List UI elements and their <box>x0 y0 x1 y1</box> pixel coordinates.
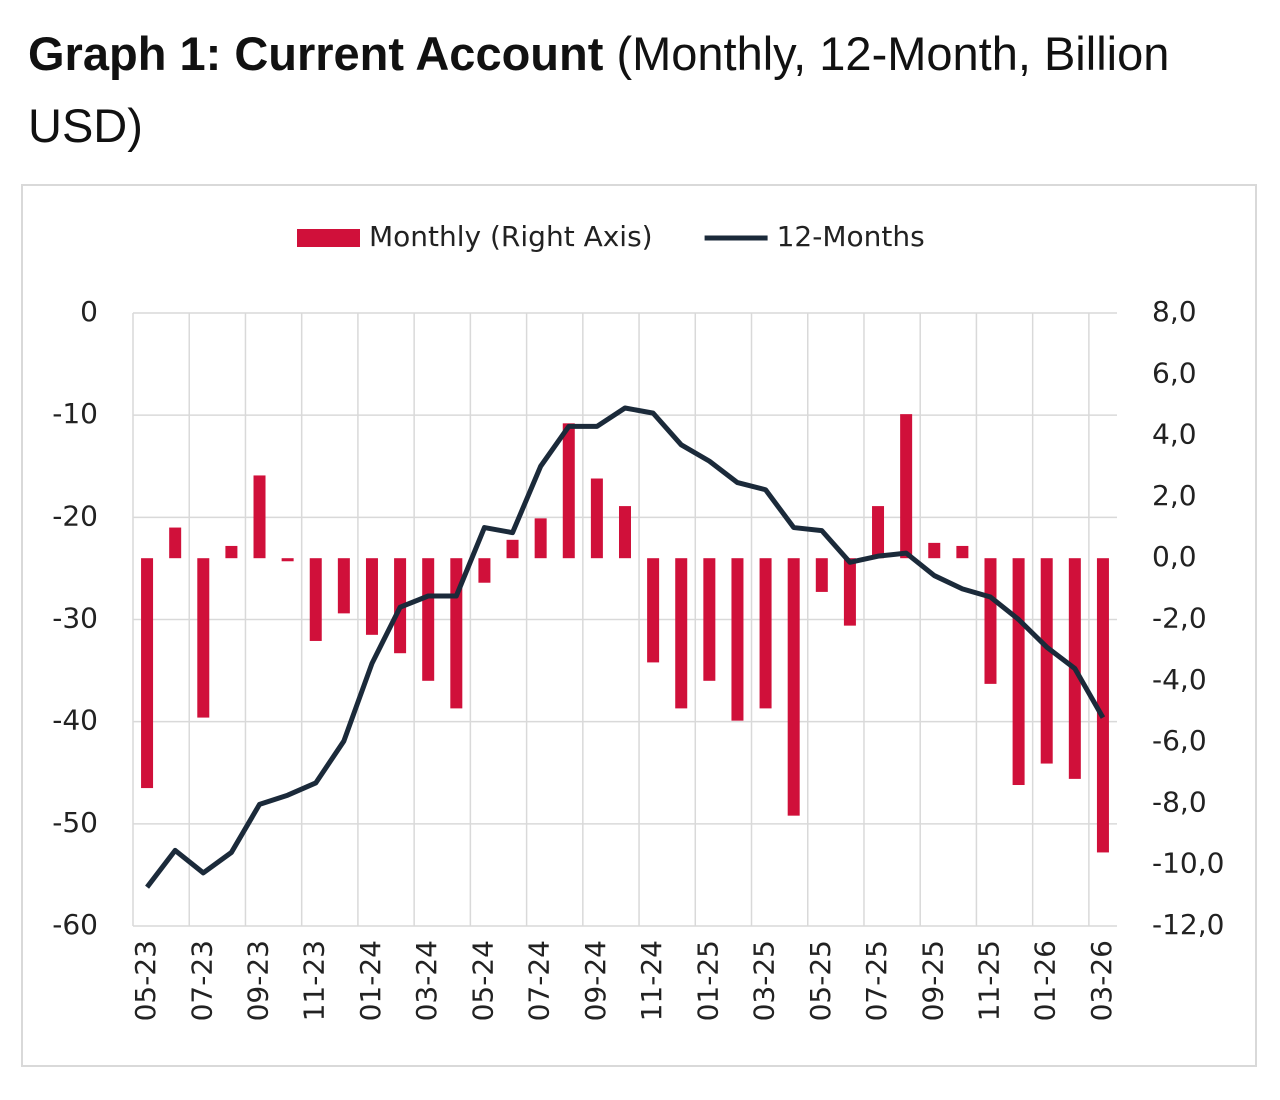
y2-tick-label: -4,0 <box>1152 663 1207 696</box>
bar <box>281 558 294 562</box>
bar <box>309 558 322 641</box>
y-tick-label: -10 <box>52 397 98 430</box>
x-tick-label: 11-23 <box>298 940 331 1021</box>
bar <box>759 558 772 709</box>
bar <box>562 423 575 559</box>
header: Graph 1: Current Account (Monthly, 12-Mo… <box>28 18 1258 162</box>
bar <box>900 414 913 559</box>
bar <box>141 558 154 789</box>
y2-tick-label: -6,0 <box>1152 724 1207 757</box>
bar <box>225 545 238 559</box>
bar <box>843 558 856 626</box>
chart-frame <box>21 184 1257 1067</box>
legend-label: 12-Months <box>777 220 925 253</box>
x-tick-label: 11-24 <box>635 940 668 1021</box>
bar <box>956 545 969 559</box>
x-tick-label: 09-23 <box>242 940 275 1021</box>
x-tick-label: 03-26 <box>1085 940 1118 1021</box>
x-tick-label: 05-24 <box>466 940 499 1021</box>
y-tick-label: 0 <box>80 295 98 328</box>
y-tick-label: -60 <box>52 908 98 941</box>
bar <box>984 558 997 684</box>
x-tick-label: 09-25 <box>916 940 949 1021</box>
bar <box>703 558 716 681</box>
y-tick-label: -50 <box>52 806 98 839</box>
bar <box>619 506 631 559</box>
y2-tick-label: -10,0 <box>1152 847 1224 880</box>
y2-tick-label: 2,0 <box>1152 479 1197 512</box>
y-tick-label: -20 <box>52 499 98 532</box>
bar <box>478 558 491 583</box>
x-tick-label: 09-24 <box>579 940 612 1021</box>
x-tick-label: 03-24 <box>410 940 443 1021</box>
x-tick-label: 05-23 <box>129 940 162 1021</box>
bar <box>1012 558 1025 786</box>
y2-tick-label: -12,0 <box>1152 908 1224 941</box>
chart-title: Graph 1: Current Account <box>28 27 604 80</box>
bar <box>647 558 660 663</box>
bar <box>590 478 603 559</box>
x-tick-label: 07-24 <box>523 940 556 1021</box>
y2-tick-label: 4,0 <box>1152 418 1197 451</box>
bar <box>337 558 350 614</box>
x-tick-label: 03-25 <box>748 940 781 1021</box>
legend-swatch <box>297 229 360 247</box>
y2-tick-label: 6,0 <box>1152 356 1197 389</box>
bar <box>872 506 885 559</box>
x-tick-label: 07-25 <box>860 940 893 1021</box>
x-tick-label: 01-25 <box>691 940 724 1021</box>
y2-tick-label: -8,0 <box>1152 785 1207 818</box>
chart-subtitle: (Monthly, 12-Month, Billion USD) <box>28 27 1170 152</box>
bar <box>1096 558 1109 853</box>
y-tick-label: -40 <box>52 704 98 737</box>
bar <box>253 475 266 559</box>
y2-tick-label: 8,0 <box>1152 295 1197 328</box>
bar <box>787 558 800 816</box>
bar <box>815 558 828 592</box>
bar <box>534 518 547 559</box>
x-tick-label: 01-24 <box>354 940 387 1021</box>
x-tick-label: 01-26 <box>1029 940 1062 1021</box>
bar <box>422 558 435 681</box>
bar <box>365 558 378 635</box>
bar <box>1040 558 1053 764</box>
bar <box>506 539 519 559</box>
bar <box>928 542 941 559</box>
bar <box>197 558 210 718</box>
bar <box>731 558 744 721</box>
bar <box>169 527 182 559</box>
x-tick-label: 05-25 <box>804 940 837 1021</box>
legend-label: Monthly (Right Axis) <box>369 220 653 253</box>
y2-tick-label: -2,0 <box>1152 602 1207 635</box>
y-tick-label: -30 <box>52 602 98 635</box>
bar <box>675 558 688 709</box>
y2-tick-label: 0,0 <box>1152 540 1197 573</box>
x-tick-label: 07-23 <box>185 940 218 1021</box>
x-tick-label: 11-25 <box>972 940 1005 1021</box>
line <box>145 405 1106 889</box>
